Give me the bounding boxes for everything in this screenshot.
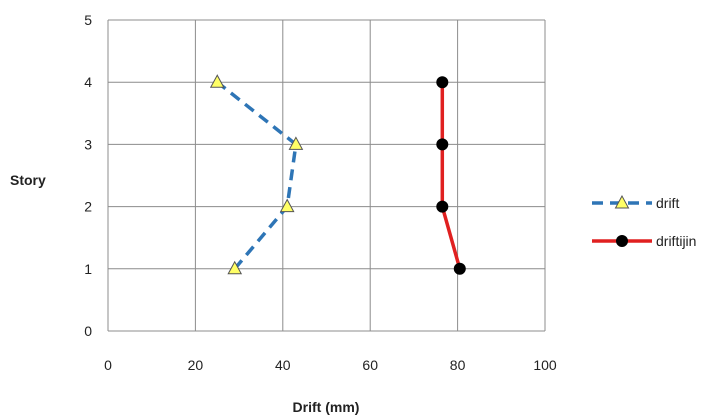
legend-label-drift: drift xyxy=(656,195,679,211)
series-line-driftijin xyxy=(440,82,462,270)
data-point-drift xyxy=(279,198,295,213)
y-tick-label: 3 xyxy=(84,136,92,152)
data-point-driftijin xyxy=(453,262,466,275)
x-tick-label: 80 xyxy=(450,357,466,373)
legend-marker-drift xyxy=(614,194,630,209)
legend-label-driftijin: driftijin xyxy=(656,233,696,249)
data-point-driftijin xyxy=(436,138,449,151)
x-tick-labels: 0 20 40 60 80 100 xyxy=(104,357,557,373)
series-layer xyxy=(209,74,466,275)
legend-marker-driftijin xyxy=(616,235,628,247)
y-tick-label: 0 xyxy=(84,323,92,339)
x-tick-label: 60 xyxy=(362,357,378,373)
data-point-driftijin xyxy=(436,200,449,213)
series-line-drift xyxy=(216,80,298,270)
data-point-drift xyxy=(288,136,304,150)
y-tick-labels: 0 1 2 3 4 5 xyxy=(84,12,92,339)
data-point-driftijin xyxy=(436,76,449,89)
data-point-drift xyxy=(227,260,243,275)
y-tick-label: 1 xyxy=(84,261,92,277)
legend: drift driftijin xyxy=(592,194,696,249)
y-axis-title: Story xyxy=(10,172,46,188)
x-tick-label: 40 xyxy=(275,357,291,373)
y-tick-label: 5 xyxy=(84,12,92,28)
data-point-drift xyxy=(209,74,225,88)
plot-background xyxy=(108,20,545,331)
x-axis-title: Drift (mm) xyxy=(293,399,360,415)
x-tick-label: 100 xyxy=(533,357,557,373)
gridlines xyxy=(107,19,546,332)
x-tick-label: 20 xyxy=(188,357,204,373)
y-tick-label: 4 xyxy=(84,74,92,90)
y-tick-label: 2 xyxy=(84,199,92,215)
x-tick-label: 0 xyxy=(104,357,112,373)
